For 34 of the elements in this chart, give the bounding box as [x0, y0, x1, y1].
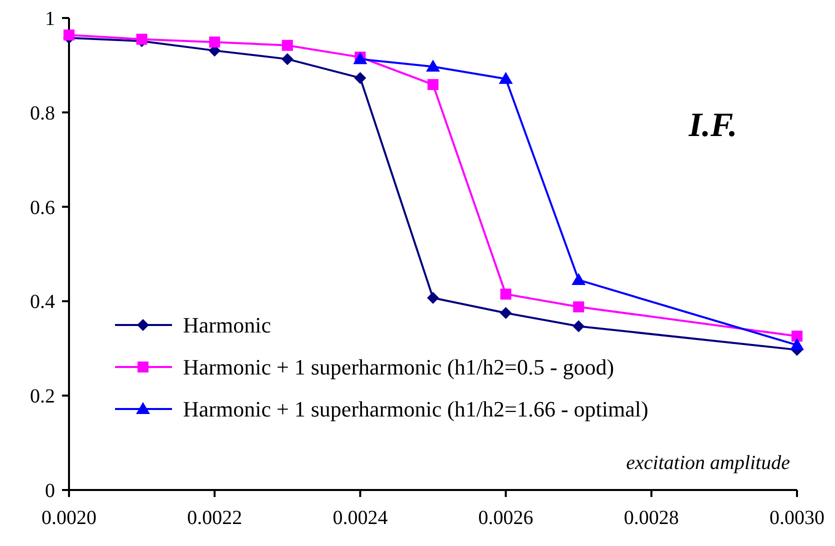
y-tick-label: 0 [45, 480, 55, 502]
y-tick-label: 0.4 [30, 291, 55, 314]
point [281, 53, 294, 66]
point [354, 72, 366, 84]
x-tick-label: 0.0022 [187, 507, 242, 529]
point [426, 60, 440, 72]
legend-label: Harmonic + 1 superharmonic (h1/h2=1.66 - optimal) [183, 396, 648, 422]
point [500, 288, 512, 300]
point [136, 34, 148, 45]
point [572, 272, 586, 285]
text: I.F. [688, 107, 738, 144]
point [792, 330, 802, 342]
legend-label: Harmonic + 1 superharmonic (h1/h2=0.5 - good) [183, 354, 614, 380]
x-tick-label: 0.0028 [624, 507, 679, 529]
x-tick-label: 0.0026 [478, 507, 534, 529]
point [64, 29, 74, 40]
y-tick-label: 0.8 [30, 102, 55, 124]
y-tick-label: 1 [45, 8, 55, 30]
point [209, 36, 220, 48]
legend-label: Harmonic [183, 312, 272, 338]
point [427, 292, 439, 304]
x-tick-label: 0.0024 [332, 507, 388, 529]
point [500, 307, 512, 319]
point [428, 79, 438, 90]
point [790, 338, 804, 350]
x-tick-label: 0.0020 [42, 507, 96, 529]
point [572, 320, 585, 332]
point [282, 40, 293, 51]
y-tick-label: 0.6 [30, 196, 55, 219]
y-tick-label: 0.2 [30, 386, 55, 408]
point [498, 72, 513, 84]
x-axis-title: excitation amplitude [626, 452, 790, 474]
point [573, 301, 584, 312]
x-tick-label: 0.0030 [770, 507, 824, 529]
